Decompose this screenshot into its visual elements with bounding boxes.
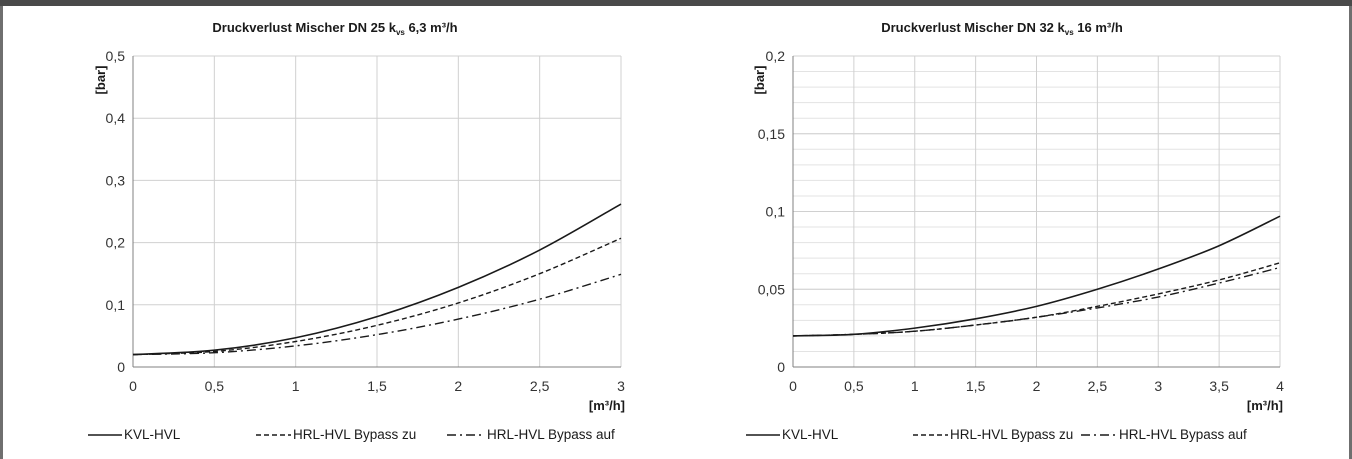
series-line-dashdot bbox=[792, 266, 1281, 337]
x-tick-label: 2,5 bbox=[1088, 378, 1108, 394]
y-tick-label: 0 bbox=[117, 359, 125, 375]
y-tick-label: 0,2 bbox=[106, 235, 126, 251]
chart-title: Druckverlust Mischer DN 32 kvs 16 m³/h bbox=[881, 20, 1123, 37]
x-axis-label: [m³/h] bbox=[1247, 398, 1283, 413]
x-tick-label: 2 bbox=[454, 378, 462, 394]
y-tick-label: 0,3 bbox=[106, 172, 126, 188]
x-tick-label: 4 bbox=[1276, 378, 1284, 394]
x-tick-label: 1,5 bbox=[966, 378, 986, 394]
legend-label: HRL-HVL Bypass zu bbox=[293, 427, 416, 442]
series-line-dashdot bbox=[132, 273, 622, 356]
x-axis-label: [m³/h] bbox=[589, 398, 625, 413]
series-line-dashed bbox=[132, 237, 622, 356]
x-tick-label: 1 bbox=[292, 378, 300, 394]
x-tick-label: 1 bbox=[911, 378, 919, 394]
x-tick-label: 3 bbox=[1154, 378, 1162, 394]
x-tick-label: 3 bbox=[617, 378, 625, 394]
y-tick-label: 0,5 bbox=[106, 48, 126, 64]
legend-label: HRL-HVL Bypass auf bbox=[1119, 427, 1247, 442]
x-tick-label: 2,5 bbox=[530, 378, 550, 394]
left-frame-line bbox=[0, 6, 3, 459]
y-tick-label: 0,05 bbox=[758, 281, 785, 297]
series-line-solid bbox=[792, 215, 1281, 337]
top-frame-bar bbox=[0, 0, 1352, 6]
series-line-solid bbox=[132, 203, 622, 356]
series-line-dashed bbox=[792, 262, 1281, 337]
x-tick-label: 2 bbox=[1033, 378, 1041, 394]
y-tick-label: 0,2 bbox=[766, 48, 786, 64]
y-tick-label: 0,4 bbox=[106, 110, 126, 126]
y-axis-label: [bar] bbox=[93, 66, 108, 95]
legend-label: KVL-HVL bbox=[782, 427, 839, 442]
x-tick-label: 0,5 bbox=[844, 378, 864, 394]
y-tick-label: 0,1 bbox=[106, 297, 126, 313]
right-frame-line bbox=[1349, 6, 1352, 459]
x-tick-label: 0 bbox=[129, 378, 137, 394]
y-axis-label: [bar] bbox=[752, 66, 767, 95]
legend-label: KVL-HVL bbox=[124, 427, 181, 442]
y-tick-label: 0 bbox=[777, 359, 785, 375]
x-tick-label: 3,5 bbox=[1209, 378, 1229, 394]
y-tick-label: 0,1 bbox=[766, 204, 786, 220]
chart-title: Druckverlust Mischer DN 25 kvs 6,3 m³/h bbox=[212, 20, 457, 37]
x-tick-label: 0 bbox=[789, 378, 797, 394]
y-tick-label: 0,15 bbox=[758, 126, 785, 142]
legend-label: HRL-HVL Bypass auf bbox=[487, 427, 615, 442]
chart-dn32: 0 0,05 0,1 0,15 0,2 0 0,5 1 1,5 2 2,5 3 3,5 4 Druckver… bbox=[746, 20, 1284, 442]
x-tick-label: 0,5 bbox=[205, 378, 225, 394]
x-tick-label: 1,5 bbox=[367, 378, 387, 394]
chart-dn25: 0 0,1 0,2 0,3 0,4 0,5 0 0,5 1 1,5 2 2,5 3 Druckverlus… bbox=[88, 20, 625, 442]
legend-label: HRL-HVL Bypass zu bbox=[950, 427, 1073, 442]
chart-separator bbox=[655, 6, 657, 459]
